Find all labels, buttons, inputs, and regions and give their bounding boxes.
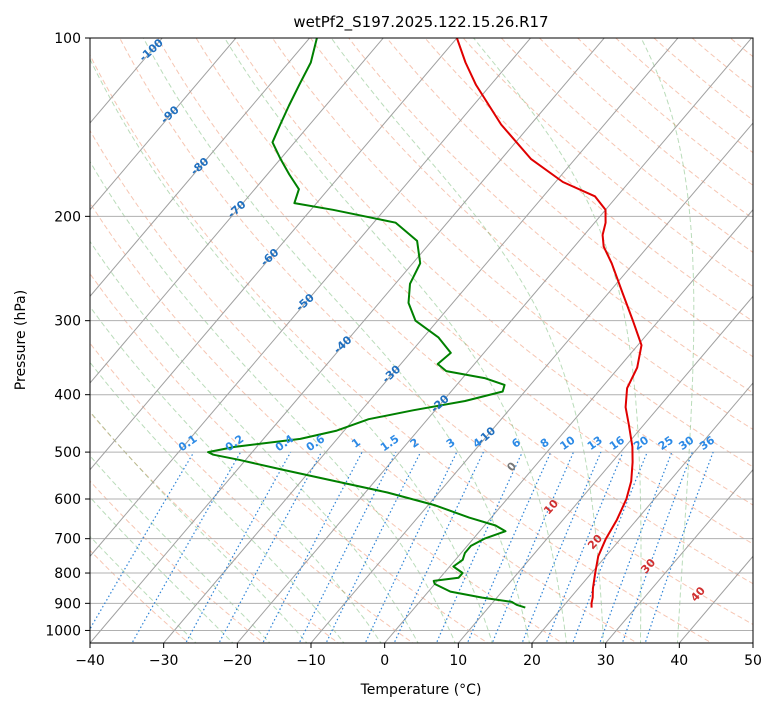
x-tick-label: 40 <box>670 653 688 669</box>
isotherm-line <box>605 468 753 643</box>
mixing-ratio-line <box>621 451 693 643</box>
dry-adiabat <box>309 38 753 431</box>
isotherm-line <box>90 38 311 298</box>
x-tick-label: −40 <box>75 653 105 669</box>
dry-adiabat <box>462 38 753 288</box>
y-tick-label: 300 <box>54 314 81 330</box>
dry-adiabat <box>90 342 414 643</box>
y-tick-label: 200 <box>54 209 81 225</box>
mixing-ratio-line <box>90 451 195 631</box>
x-tick-label: −20 <box>223 653 253 669</box>
x-tick-label: 10 <box>449 653 467 669</box>
y-tick-label: 900 <box>54 596 81 612</box>
mixing-ratio-line <box>644 451 714 643</box>
isotherm-line <box>90 38 384 384</box>
mixing-ratio-line <box>364 451 458 643</box>
y-tick-label: 700 <box>54 532 81 548</box>
dewpoint-line <box>207 38 526 609</box>
x-tick-label: 0 <box>380 653 389 669</box>
isotherm-line <box>310 122 753 643</box>
dry-adiabat <box>157 38 753 585</box>
mixing-ratio-line <box>218 451 323 643</box>
isotherm-line <box>236 38 753 643</box>
y-tick-label: 600 <box>54 492 81 508</box>
mixing-ratio-line <box>545 451 624 643</box>
dry-adiabat <box>90 202 564 643</box>
isotherm-line <box>90 38 237 211</box>
mixing-ratio-line <box>521 451 602 643</box>
x-tick-label: −10 <box>296 653 326 669</box>
y-axis: 100 200 300 400 500 600 700 800 900 1000 <box>45 31 90 639</box>
gridlines <box>90 38 753 643</box>
isotherm-line <box>90 38 532 558</box>
y-tick-label: 100 <box>54 31 81 47</box>
dry-adiabat <box>119 38 753 625</box>
mixing-ratio-lines <box>90 451 714 643</box>
dry-adiabat <box>195 38 753 545</box>
y-axis-label: Pressure (hPa) <box>13 290 29 390</box>
moist-adiabat <box>90 361 345 643</box>
dry-adiabat <box>348 38 753 394</box>
isotherm-line <box>90 38 163 124</box>
mixing-ratio-line <box>572 451 648 643</box>
mixing-ratio-line <box>599 451 673 643</box>
x-tick-label: 50 <box>744 653 762 669</box>
chart-title: wetPf2_S197.2025.122.15.26.R17 <box>293 13 548 32</box>
isotherm-line <box>531 382 753 643</box>
y-tick-label: 500 <box>54 445 81 461</box>
mixing-ratio-line <box>491 451 575 643</box>
isotherm-line <box>90 38 458 471</box>
profile-series <box>207 38 643 609</box>
mixing-ratio-line <box>298 451 397 643</box>
isotherm-line <box>384 208 753 643</box>
y-tick-label: 1000 <box>45 623 81 639</box>
y-tick-label: 400 <box>54 388 81 404</box>
isotherm-line <box>90 38 605 643</box>
y-tick-label: 800 <box>54 566 81 582</box>
x-tick-label: −30 <box>149 653 179 669</box>
mixing-ratio-line <box>262 451 363 643</box>
isotherm-line <box>163 38 679 643</box>
dry-adiabat <box>233 38 753 506</box>
x-axis-label: Temperature (°C) <box>360 682 482 698</box>
x-tick-label: 30 <box>597 653 615 669</box>
temperature-line <box>455 38 643 608</box>
x-tick-label: 20 <box>523 653 541 669</box>
x-axis: −40 −30 −20 −10 0 10 20 30 40 50 <box>75 643 762 669</box>
plot-frame <box>89 37 754 644</box>
mixing-ratio-line <box>393 451 484 643</box>
isotherm-line <box>457 295 753 643</box>
plot-area: 0.1 0.2 0.4 0.6 1 1.5 2 3 4 6 8 10 13 16 20 25 30 36-100-… <box>90 38 753 643</box>
